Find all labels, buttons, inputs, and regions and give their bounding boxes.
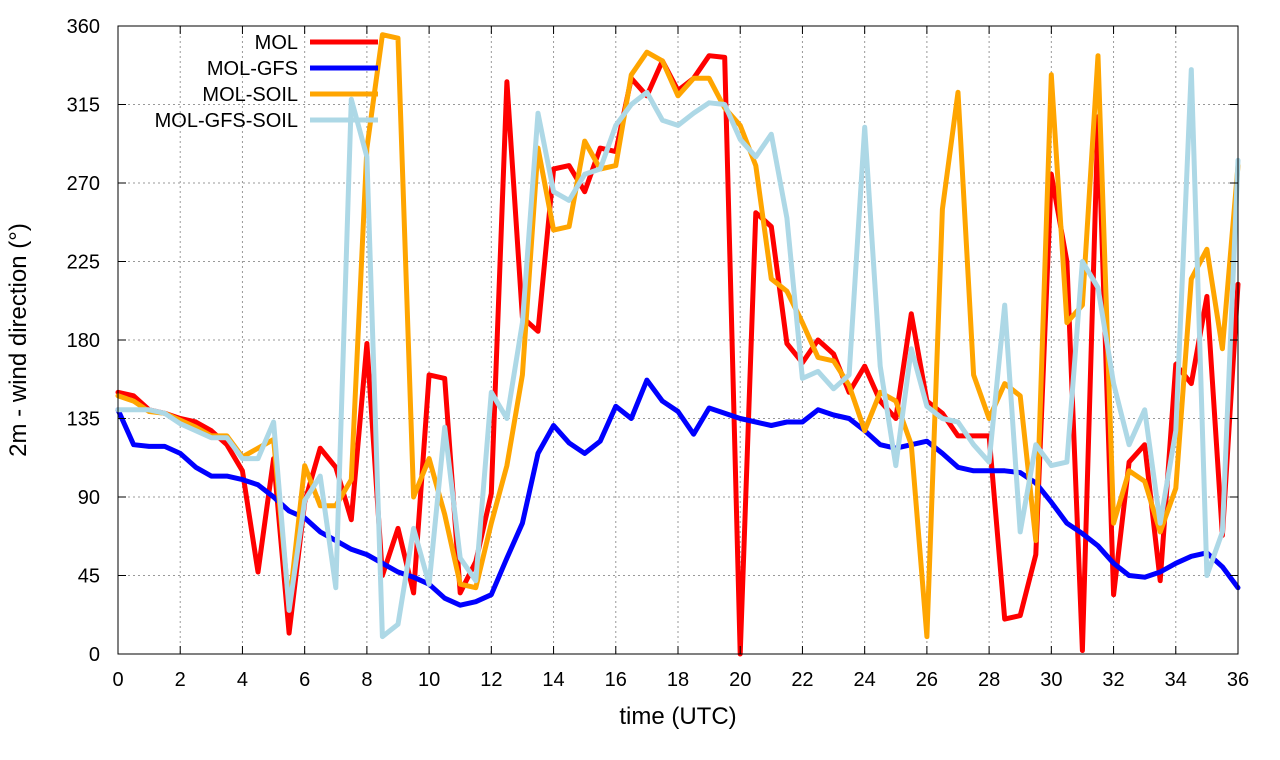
x-tick-label: 24 [854, 669, 876, 691]
legend-entry: MOL-GFS [207, 58, 378, 80]
y-tick-label: 90 [78, 487, 100, 509]
y-tick-label: 45 [78, 566, 100, 588]
x-tick-label: 6 [299, 669, 310, 691]
legend-entry: MOL [255, 32, 378, 54]
y-tick-label: 270 [67, 173, 100, 195]
x-tick-label: 34 [1165, 669, 1187, 691]
y-tick-labels: 0 45 90 135 180 225 270 315 360 [67, 16, 100, 666]
x-tick-label: 16 [605, 669, 627, 691]
legend-entry: MOL-SOIL [202, 84, 378, 106]
legend-label: MOL [255, 32, 298, 54]
legend: MOL MOL-GFS MOL-SOIL MOL-GFS-SOIL [155, 32, 378, 132]
y-tick-label: 315 [67, 95, 100, 117]
legend-label: MOL-SOIL [202, 84, 298, 106]
x-tick-label: 2 [175, 669, 186, 691]
y-tick-label: 360 [67, 16, 100, 38]
y-tick-label: 0 [89, 644, 100, 666]
x-tick-label: 26 [916, 669, 938, 691]
series-line-mol-soil [115, 32, 1241, 640]
x-tick-label: 20 [729, 669, 751, 691]
x-tick-label: 36 [1227, 669, 1249, 691]
x-tick-label: 18 [667, 669, 689, 691]
x-tick-label: 8 [361, 669, 372, 691]
y-tick-label: 225 [67, 252, 100, 274]
x-tick-label: 4 [237, 669, 248, 691]
x-tick-label: 0 [112, 669, 123, 691]
legend-label: MOL-GFS-SOIL [155, 110, 298, 132]
y-axis-title: 2m - wind direction (°) [5, 223, 32, 457]
ticks [117, 25, 1239, 655]
x-tick-label: 12 [480, 669, 502, 691]
x-axis-title: time (UTC) [619, 703, 736, 730]
x-tick-label: 10 [418, 669, 440, 691]
x-tick-label: 32 [1102, 669, 1124, 691]
x-tick-labels: 0 2 4 6 8 10 12 14 16 18 20 22 24 26 28 30 32 34 36 [112, 669, 1249, 691]
series-lines [115, 32, 1241, 657]
y-tick-label: 135 [67, 409, 100, 431]
y-tick-label: 180 [67, 330, 100, 352]
x-tick-label: 30 [1040, 669, 1062, 691]
series-line-mol-gfs-soil [115, 67, 1241, 640]
legend-label: MOL-GFS [207, 58, 298, 80]
x-tick-label: 28 [978, 669, 1000, 691]
x-tick-label: 14 [542, 669, 564, 691]
x-tick-label: 22 [791, 669, 813, 691]
legend-entry: MOL-GFS-SOIL [155, 110, 378, 132]
